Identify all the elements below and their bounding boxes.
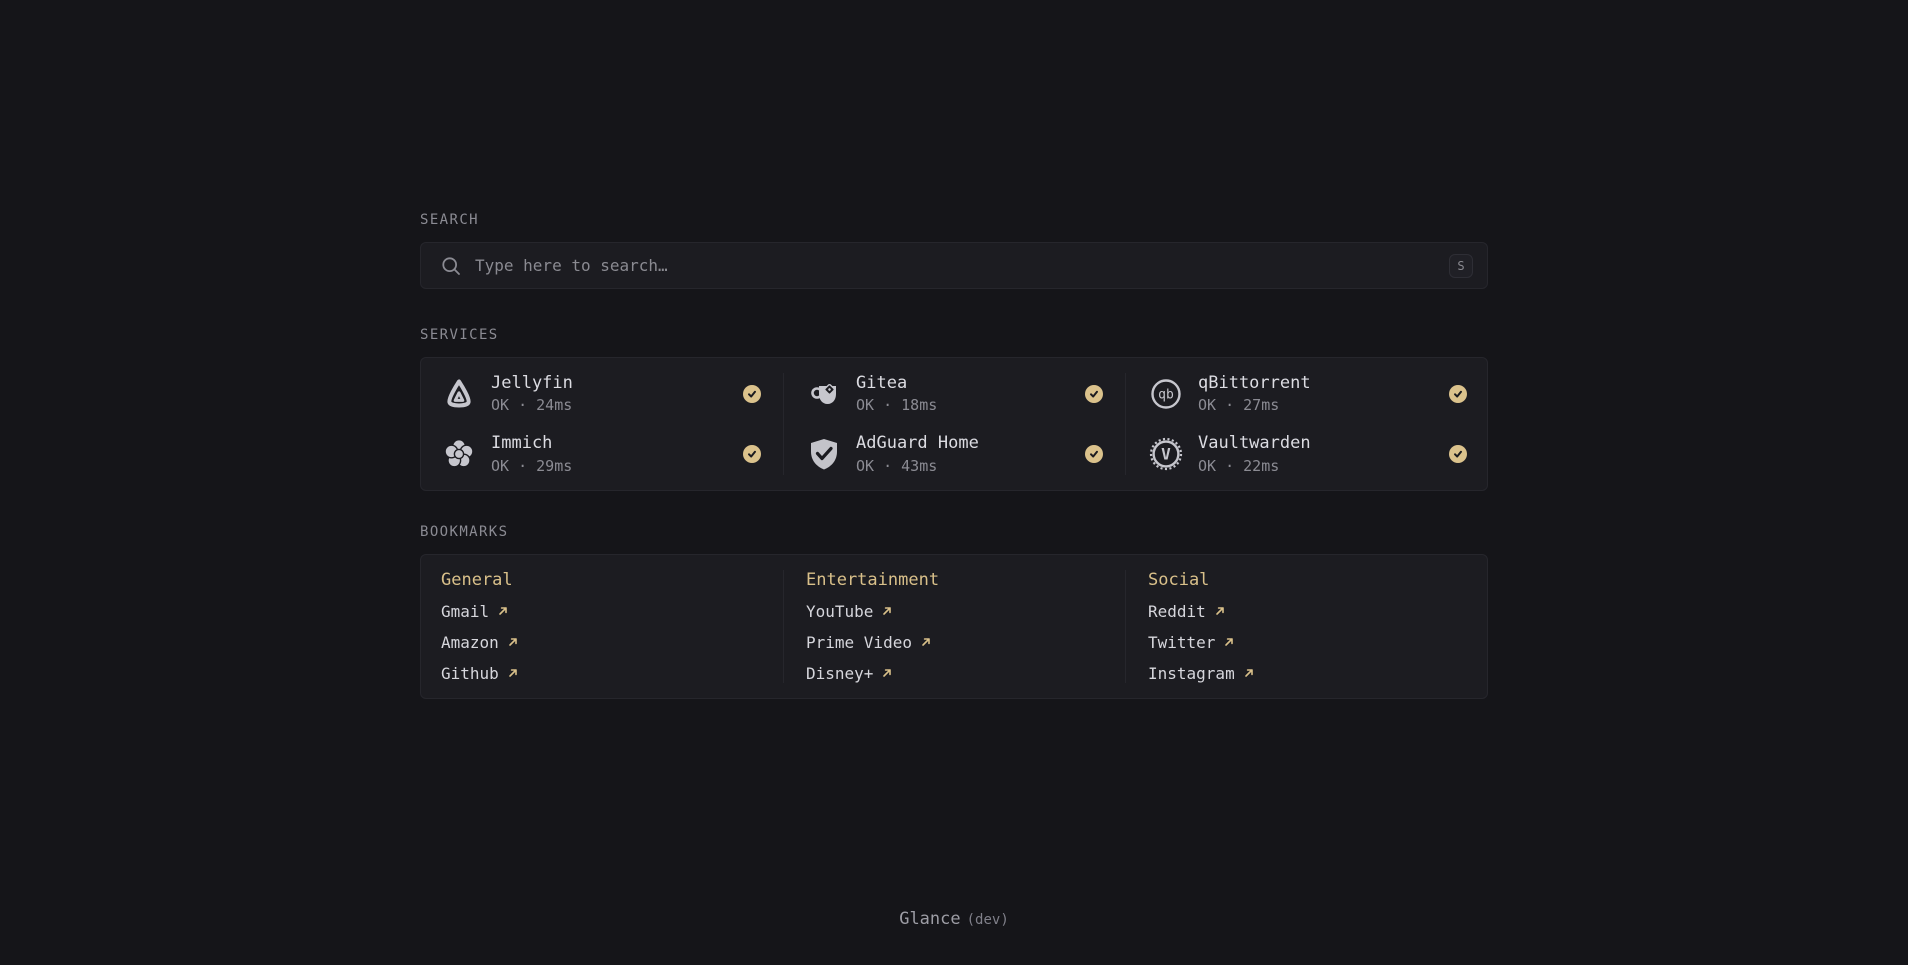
bookmark-link-disney-plus[interactable]: Disney+ <box>806 664 893 683</box>
search-shortcut-hint: S <box>1449 253 1473 278</box>
service-name: Immich <box>491 433 553 454</box>
service-status: OK · 18ms <box>856 396 938 415</box>
external-link-icon <box>507 636 519 648</box>
bookmark-link-prime-video[interactable]: Prime Video <box>806 633 932 652</box>
bookmark-link-label: Gmail <box>441 601 490 621</box>
search-section-label: SEARCH <box>420 212 479 228</box>
bookmark-link-github[interactable]: Github <box>441 664 519 683</box>
service-item-vaultwarden[interactable]: V Vaultwarden OK · 22ms <box>1148 433 1467 475</box>
bookmark-link-reddit[interactable]: Reddit <box>1148 602 1226 621</box>
svg-text:qb: qb <box>1158 387 1174 402</box>
immich-icon <box>441 436 477 472</box>
jellyfin-icon <box>441 376 477 412</box>
status-ok-badge <box>743 444 761 463</box>
service-name: AdGuard Home <box>856 433 979 454</box>
svg-text:V: V <box>1161 444 1171 463</box>
services-column-1: Jellyfin OK · 24ms <box>441 373 783 475</box>
search-widget: SEARCH S <box>420 212 1488 289</box>
service-item-qbittorrent[interactable]: qb qBittorrent OK · 27ms <box>1148 373 1467 414</box>
service-status: OK · 29ms <box>491 456 573 475</box>
service-status: OK · 43ms <box>856 456 938 475</box>
service-status: OK · 24ms <box>491 396 573 415</box>
status-ok-badge <box>743 384 761 403</box>
service-name: qBittorrent <box>1198 373 1311 393</box>
bookmark-link-amazon[interactable]: Amazon <box>441 633 519 652</box>
services-section-label: SERVICES <box>420 327 499 343</box>
external-link-icon <box>920 636 932 648</box>
external-link-icon <box>497 605 509 617</box>
bookmark-link-gmail[interactable]: Gmail <box>441 602 509 621</box>
bookmark-group-title: General <box>441 569 513 590</box>
services-widget: SERVICES Jellyfin OK · 24ms <box>420 327 1488 491</box>
bookmark-group-social: Social Reddit Twitter Instagram <box>1125 569 1467 683</box>
bookmark-link-label: Twitter <box>1148 632 1216 652</box>
bookmark-link-instagram[interactable]: Instagram <box>1148 664 1255 683</box>
service-item-jellyfin[interactable]: Jellyfin OK · 24ms <box>441 373 761 414</box>
bookmark-link-label: Disney+ <box>806 663 874 683</box>
service-item-adguard-home[interactable]: AdGuard Home OK · 43ms <box>806 433 1103 475</box>
status-ok-badge <box>1449 444 1467 463</box>
status-ok-badge <box>1449 384 1467 403</box>
footer: Glance (dev) <box>0 879 1908 965</box>
service-item-gitea[interactable]: Gitea OK · 18ms <box>806 373 1103 414</box>
bookmark-group-title: Entertainment <box>806 569 940 590</box>
bookmark-link-youtube[interactable]: YouTube <box>806 602 893 621</box>
bookmark-group-title: Social <box>1148 569 1210 590</box>
bookmarks-card: General Gmail Amazon Github En <box>420 553 1488 699</box>
search-input[interactable] <box>475 256 1449 275</box>
adguard-icon <box>806 436 842 472</box>
bookmark-group-entertainment: Entertainment YouTube Prime Video Disney… <box>783 569 1125 683</box>
bookmark-group-general: General Gmail Amazon Github <box>441 570 783 683</box>
service-name: Vaultwarden <box>1198 433 1311 454</box>
external-link-icon <box>1214 605 1226 617</box>
external-link-icon <box>1243 667 1255 679</box>
bookmark-link-label: Reddit <box>1148 601 1206 621</box>
external-link-icon <box>507 667 519 679</box>
bookmark-link-label: Instagram <box>1148 663 1235 683</box>
main-content: SEARCH S SERVICES <box>420 0 1488 699</box>
service-name: Jellyfin <box>491 373 573 393</box>
service-item-immich[interactable]: Immich OK · 29ms <box>441 433 761 475</box>
search-box[interactable]: S <box>420 242 1488 289</box>
bookmark-link-label: Prime Video <box>806 632 912 652</box>
qbittorrent-icon: qb <box>1148 376 1184 412</box>
footer-app-name[interactable]: Glance <box>899 909 961 929</box>
bookmark-link-label: Github <box>441 663 499 683</box>
service-status: OK · 22ms <box>1198 456 1280 475</box>
bookmarks-widget: BOOKMARKS General Gmail Amazon Github <box>420 524 1488 699</box>
services-column-3: qb qBittorrent OK · 27ms <box>1125 373 1467 475</box>
bookmarks-section-label: BOOKMARKS <box>420 523 509 540</box>
services-card: Jellyfin OK · 24ms <box>420 357 1488 491</box>
status-ok-badge <box>1085 444 1103 463</box>
service-status: OK · 27ms <box>1198 396 1280 415</box>
vaultwarden-icon: V <box>1148 436 1184 472</box>
search-icon <box>441 256 461 276</box>
footer-env-label: (dev) <box>966 912 1009 928</box>
services-column-2: Gitea OK · 18ms <box>783 373 1125 475</box>
bookmark-link-label: YouTube <box>806 601 874 621</box>
bookmark-link-label: Amazon <box>441 632 499 652</box>
external-link-icon <box>881 667 893 679</box>
service-name: Gitea <box>856 373 908 393</box>
external-link-icon <box>1223 636 1235 648</box>
status-ok-badge <box>1085 384 1103 403</box>
external-link-icon <box>881 605 893 617</box>
bookmark-link-twitter[interactable]: Twitter <box>1148 633 1235 652</box>
gitea-icon <box>806 376 842 412</box>
